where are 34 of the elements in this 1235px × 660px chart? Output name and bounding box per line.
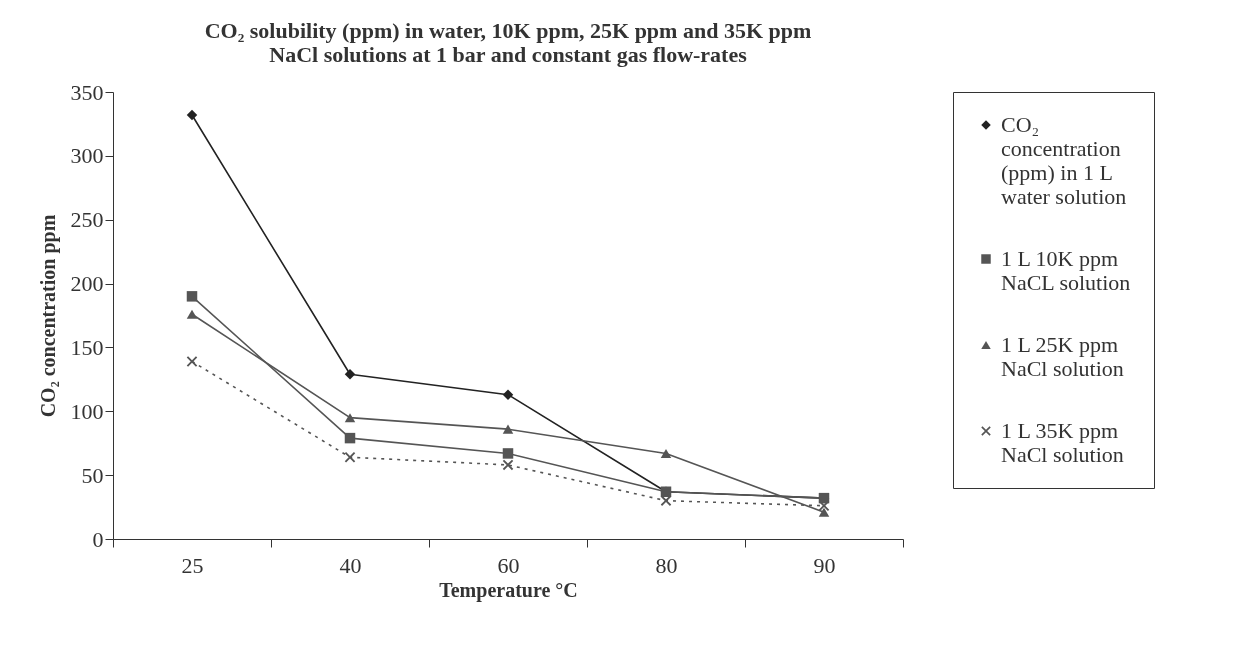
y-tick-label: 0 [92, 526, 104, 552]
y-axis-title: CO₂ concentration ppm [36, 214, 60, 418]
x-axis-title: Temperature °C [439, 578, 578, 602]
point [660, 448, 672, 458]
point [502, 389, 514, 400]
x-tick-label: 60 [497, 552, 520, 578]
legend-label: CO₂ concentration (ppm) in 1 L water solution [1001, 112, 1127, 209]
x-tick-label: 90 [813, 552, 836, 578]
y-tick-label: 200 [70, 271, 104, 297]
point [186, 291, 198, 302]
point [818, 500, 830, 512]
y-tick-label: 150 [70, 334, 104, 360]
point [502, 448, 514, 459]
y-tick-label: 350 [70, 79, 104, 105]
legend-label: 1 L 35K ppm NaCl solution [1001, 418, 1124, 467]
y-tick-label: 250 [70, 207, 104, 233]
legend-label: 1 L 10K ppm NaCL solution [1001, 246, 1131, 295]
point [818, 507, 830, 517]
point [344, 369, 356, 380]
point [502, 424, 514, 434]
point [502, 459, 514, 471]
x-tick-label: 40 [339, 552, 362, 578]
point [186, 109, 198, 121]
legend-label: 1 L 25K ppm NaCl solution [1001, 332, 1124, 381]
point [344, 413, 356, 423]
x-tick-label: 80 [655, 552, 678, 578]
y-tick-label: 50 [81, 462, 104, 488]
y-tick-label: 100 [70, 398, 104, 424]
y-tick-label: 300 [70, 143, 104, 169]
chart-title: CO₂ solubility (ppm) in water, 10K ppm, 25K ppm and 35K ppm NaCl solutions at 1 bar and constant gas flow-rates [204, 18, 812, 67]
point [344, 432, 356, 444]
point [344, 452, 356, 463]
x-tick-label: 25 [181, 552, 204, 578]
point [186, 309, 198, 319]
